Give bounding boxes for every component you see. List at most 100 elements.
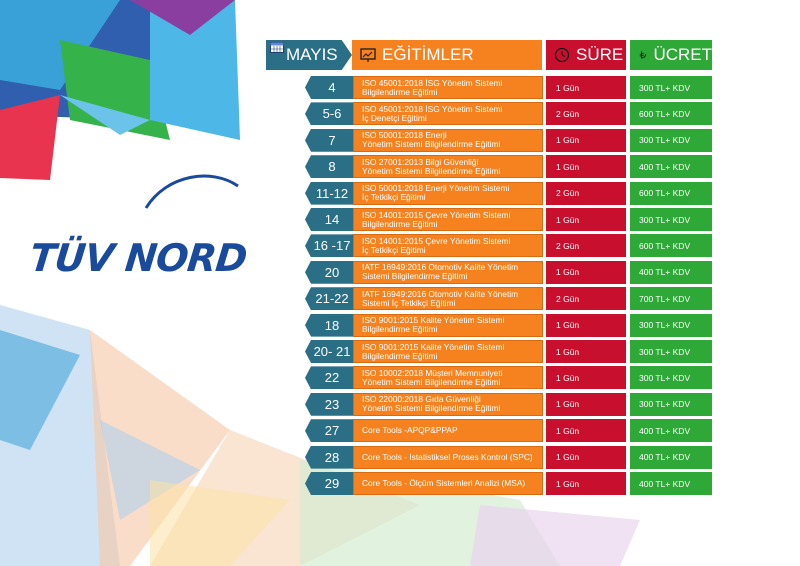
price-cell: 400 TL+ KDV: [630, 260, 712, 284]
table-row: 14 ISO 14001:2015 Çevre Yönetim Sistemi Bi…: [305, 208, 715, 231]
header-duration-label: SÜRE: [576, 45, 624, 64]
presentation-board-icon: [360, 48, 376, 62]
training-name-line1: IATF 16949:2016 Otomotiv Kalite Yönetim: [362, 288, 519, 299]
training-name-cell: ISO 45001:2018 İSG Yönetim Sistemi Bilgil…: [353, 76, 543, 99]
training-name-cell: ISO 27001:2013 Bilgi Güvenliği Yönetim Si…: [353, 155, 543, 179]
training-name-line1: ISO 9001:2015 Kalite Yönetim Sistemi: [362, 341, 505, 352]
header-trainings-label: EĞİTİMLER: [382, 45, 474, 64]
training-name-cell: IATF 16949:2016 Otomotiv Kalite Yönetim S…: [353, 260, 543, 284]
day-cell: 20- 21: [305, 340, 355, 363]
training-name-cell: ISO 22000:2018 Gıda Güvenliği Yönetim Sis…: [353, 392, 543, 416]
table-row: 4 ISO 45001:2018 İSG Yönetim Sistemi Bilgi…: [305, 76, 715, 99]
training-name-line1: Core Tools -APQP&PPAP: [362, 425, 458, 436]
training-name-line1: ISO 14001:2015 Çevre Yönetim Sistemi: [362, 235, 511, 246]
table-row: 22 ISO 10002:2018 Müşteri Memnuniyeti Yöne…: [305, 366, 715, 390]
training-name-cell: ISO 50001:2018 Enerji Yönetim Sistemi Bil…: [353, 128, 543, 152]
training-name-line2: Sistemi İç Tetkikçi Eğitimi: [362, 297, 456, 308]
day-cell: 18: [305, 313, 355, 337]
price-cell: 400 TL+ KDV: [630, 155, 712, 179]
duration-cell: 1 Gün: [546, 76, 626, 99]
duration-cell: 1 Gün: [546, 340, 626, 363]
tuv-nord-logo: TÜV NORD: [27, 236, 249, 280]
duration-cell: 2 Gün: [546, 181, 626, 205]
training-name-line1: IATF 16949:2016 Otomotiv Kalite Yönetim: [362, 262, 519, 273]
day-cell: 4: [305, 76, 355, 99]
training-name-line1: ISO 50001:2018 Enerji: [362, 130, 447, 141]
training-name-line1: ISO 14001:2015 Çevre Yönetim Sistemi: [362, 209, 511, 220]
table-row: 18 ISO 9001:2015 Kalite Yönetim Sistemi Bi…: [305, 313, 715, 337]
training-name-line2: Yönetim Sistemi Bilgilendirme Eğitimi: [362, 165, 501, 176]
table-row: 29 Core Tools - Ölçüm Sistemleri Analizi …: [305, 472, 715, 495]
table-row: 23 ISO 22000:2018 Gıda Güvenliği Yönetim S…: [305, 392, 715, 416]
day-cell: 7: [305, 128, 355, 152]
training-name-cell: Core Tools - İstatistiksel Proses Kontro…: [353, 445, 543, 469]
table-row: 20 IATF 16949:2016 Otomotiv Kalite Yöneti…: [305, 260, 715, 284]
duration-cell: 1 Gün: [546, 392, 626, 416]
clock-icon: [554, 47, 570, 63]
training-name-line2: Sistemi Bilgilendirme Eğitimi: [362, 271, 468, 282]
duration-cell: 1 Gün: [546, 313, 626, 337]
header-trainings: EĞİTİMLER: [352, 40, 542, 70]
day-cell: 8: [305, 155, 355, 179]
training-name-cell: Core Tools - Ölçüm Sistemleri Analizi (M…: [353, 472, 543, 495]
lira-icon: [639, 51, 647, 59]
training-name-line2: İç Tetkikçi Eğitimi: [362, 192, 426, 203]
table-row: 8 ISO 27001:2013 Bilgi Güvenliği Yönetim S…: [305, 155, 715, 179]
training-name-line2: Yönetim Sistemi Bilgilendirme Eğitimi: [362, 403, 501, 414]
header-month-label: MAYIS: [286, 45, 338, 64]
training-name-line1: ISO 10002:2018 Müşteri Memnuniyeti: [362, 367, 503, 378]
duration-cell: 1 Gün: [546, 208, 626, 231]
header-price-label: ÜCRET: [653, 45, 712, 64]
table-row: 11-12 ISO 50001:2018 Enerji Yönetim Siste…: [305, 181, 715, 205]
price-cell: 300 TL+ KDV: [630, 366, 712, 390]
price-cell: 600 TL+ KDV: [630, 181, 712, 205]
training-name-line1: ISO 27001:2013 Bilgi Güvenliği: [362, 156, 479, 167]
duration-cell: 1 Gün: [546, 128, 626, 152]
header-duration: SÜRE: [546, 40, 626, 70]
table-row: 16 -17 ISO 14001:2015 Çevre Yönetim Siste…: [305, 234, 715, 258]
training-name-line2: Yönetim Sistemi Bilgilendirme Eğitimi: [362, 139, 501, 150]
training-name-cell: ISO 45001:2018 İSG Yönetim Sistemi İç Den…: [353, 102, 543, 126]
day-cell: 28: [305, 445, 355, 469]
training-name-line1: Core Tools - Ölçüm Sistemleri Analizi (M…: [362, 478, 526, 488]
training-name-line1: ISO 50001:2018 Enerji Yönetim Sistemi: [362, 183, 510, 194]
price-cell: 300 TL+ KDV: [630, 76, 712, 99]
duration-cell: 1 Gün: [546, 445, 626, 469]
duration-cell: 2 Gün: [546, 102, 626, 126]
duration-cell: 1 Gün: [546, 260, 626, 284]
calendar-icon: [270, 42, 284, 53]
training-name-cell: ISO 10002:2018 Müşteri Memnuniyeti Yöneti…: [353, 366, 543, 390]
price-cell: 400 TL+ KDV: [630, 472, 712, 495]
training-name-line2: Bilgilendirme Eğitimi: [362, 350, 438, 361]
duration-cell: 1 Gün: [546, 366, 626, 390]
training-name-cell: IATF 16949:2016 Otomotiv Kalite Yönetim S…: [353, 287, 543, 311]
training-name-cell: ISO 9001:2015 Kalite Yönetim Sistemi Bilg…: [353, 340, 543, 363]
price-cell: 300 TL+ KDV: [630, 340, 712, 363]
day-cell: 11-12: [305, 181, 355, 205]
day-cell: 27: [305, 419, 355, 443]
training-name-cell: ISO 50001:2018 Enerji Yönetim Sistemi İç …: [353, 181, 543, 205]
header-month: MAYIS: [266, 40, 352, 70]
day-cell: 20: [305, 260, 355, 284]
day-cell: 5-6: [305, 102, 355, 126]
table-row: 21-22 IATF 16949:2016 Otomotiv Kalite Yön…: [305, 287, 715, 311]
price-cell: 300 TL+ KDV: [630, 208, 712, 231]
day-cell: 23: [305, 392, 355, 416]
training-name-line2: Bilgilendirme Eğitimi: [362, 218, 438, 229]
duration-cell: 1 Gün: [546, 419, 626, 443]
day-cell: 22: [305, 366, 355, 390]
training-name-line1: ISO 45001:2018 İSG Yönetim Sistemi: [362, 103, 503, 114]
training-name-line1: Core Tools - İstatistiksel Proses Kontro…: [362, 451, 533, 462]
price-cell: 300 TL+ KDV: [630, 313, 712, 337]
day-cell: 29: [305, 472, 355, 495]
training-name-line2: Yönetim Sistemi Bilgilendirme Eğitimi: [362, 376, 501, 387]
training-name-cell: ISO 14001:2015 Çevre Yönetim Sistemi İç T…: [353, 234, 543, 258]
day-cell: 16 -17: [305, 234, 355, 258]
duration-cell: 1 Gün: [546, 472, 626, 495]
price-cell: 300 TL+ KDV: [630, 128, 712, 152]
training-name-line2: İç Tetkikçi Eğitimi: [362, 244, 426, 255]
day-cell: 14: [305, 208, 355, 231]
price-cell: 400 TL+ KDV: [630, 445, 712, 469]
table-row: 5-6 ISO 45001:2018 İSG Yönetim Sistemi İç …: [305, 102, 715, 126]
